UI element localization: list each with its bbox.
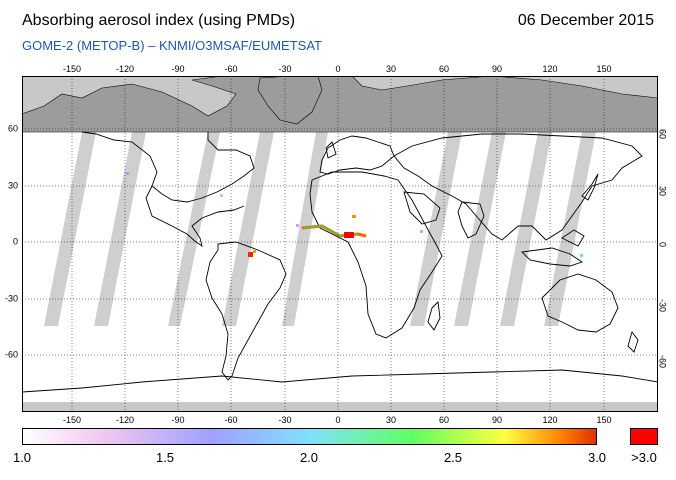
lon-tick-bottom: -120 [115,415,135,425]
lon-tick-top: 150 [596,64,612,74]
lat-tick-right: 30 [657,186,668,197]
lat-tick-right: 0 [657,242,668,248]
lon-tick-bottom: 90 [491,415,503,425]
lat-tick-left: 30 [7,180,18,191]
coastlines [22,131,658,393]
lat-tick-right: -30 [657,299,668,313]
graticule [22,76,658,412]
lon-tick-top: -30 [278,64,292,74]
arctic-land [22,76,658,133]
lon-tick-bottom: 0 [335,415,341,425]
lat-tick-left: -30 [4,293,18,304]
colorbar-label: 3.0 [587,450,607,465]
lat-tick-right: -60 [657,355,668,369]
colorbar-overflow-box [630,428,658,445]
colorbar-overflow-label: >3.0 [631,450,657,465]
colorbar-label: 1.5 [155,450,175,465]
lon-tick-bottom: -30 [278,415,292,425]
aerosol-hotspots [126,172,583,257]
lat-tick-left: 0 [12,236,18,247]
lon-tick-top: 60 [438,64,450,74]
lon-tick-top: 0 [335,64,341,74]
lon-tick-top: -150 [62,64,82,74]
colorbar-scale [22,428,597,445]
lon-tick-bottom: -150 [62,415,82,425]
lon-tick-bottom: 30 [385,415,397,425]
lat-tick-right: 60 [657,129,668,140]
lon-tick-bottom: 60 [438,415,450,425]
lon-tick-top: 90 [491,64,503,74]
lon-tick-top: 30 [385,64,397,74]
lon-tick-top: -60 [224,64,238,74]
lon-tick-top: 120 [542,64,558,74]
lon-tick-bottom: -60 [224,415,238,425]
map-subtitle: GOME-2 (METOP-B) – KNMI/O3MSAF/EUMETSAT [22,38,322,53]
colorbar-label: 2.0 [299,450,319,465]
lon-tick-bottom: -90 [171,415,185,425]
lon-tick-bottom: 150 [596,415,612,425]
colorbar [22,428,658,445]
colorbar-label: 2.5 [443,450,463,465]
map-date: 06 December 2015 [517,12,654,29]
world-map [22,76,658,412]
map-title: Absorbing aerosol index (using PMDs) [22,12,296,29]
lon-tick-top: -120 [115,64,135,74]
colorbar-label: 1.0 [12,450,32,465]
lat-tick-left: 60 [7,123,18,134]
lon-tick-bottom: 120 [542,415,558,425]
lat-tick-left: -60 [4,349,18,360]
map-frame [22,76,658,412]
lon-tick-top: -90 [171,64,185,74]
no-data-south [22,402,658,412]
